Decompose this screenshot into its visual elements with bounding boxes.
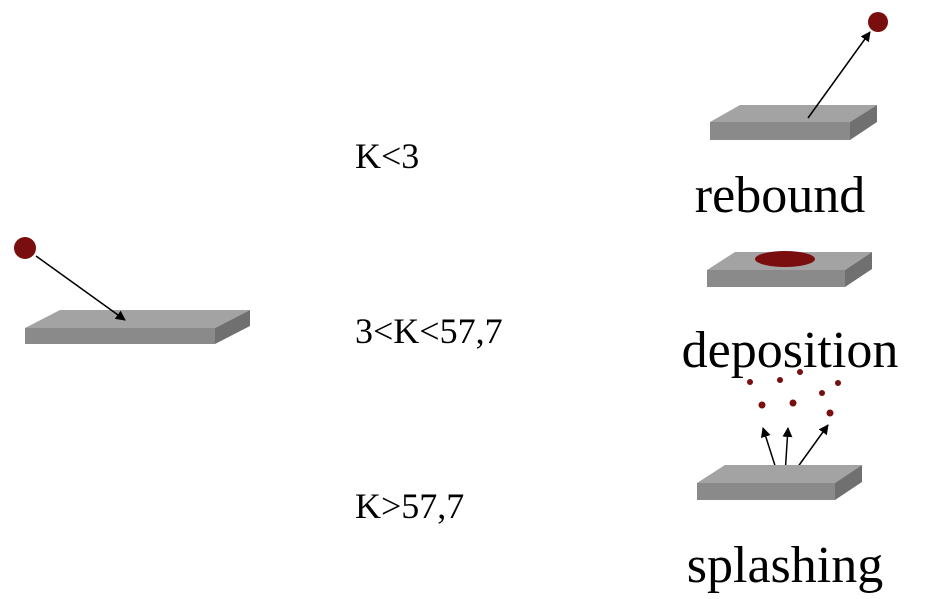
condition-label: K<3: [355, 136, 419, 176]
condition-label: 3<K<57,7: [355, 311, 503, 351]
droplet: [868, 12, 888, 32]
droplet: [755, 251, 815, 267]
splashing-slab: [697, 465, 862, 500]
rebound-slab: [710, 105, 877, 140]
outcome-label: rebound: [695, 167, 865, 224]
background: [0, 0, 929, 599]
incoming-slab: [25, 310, 250, 344]
outcome-label: deposition: [682, 322, 899, 379]
diagram: K<3 3<K<57,7 K>57,7 rebound deposition s…: [0, 0, 929, 599]
condition-label: K>57,7: [355, 486, 464, 526]
outcome-label: splashing: [687, 537, 883, 594]
droplet: [14, 237, 36, 259]
